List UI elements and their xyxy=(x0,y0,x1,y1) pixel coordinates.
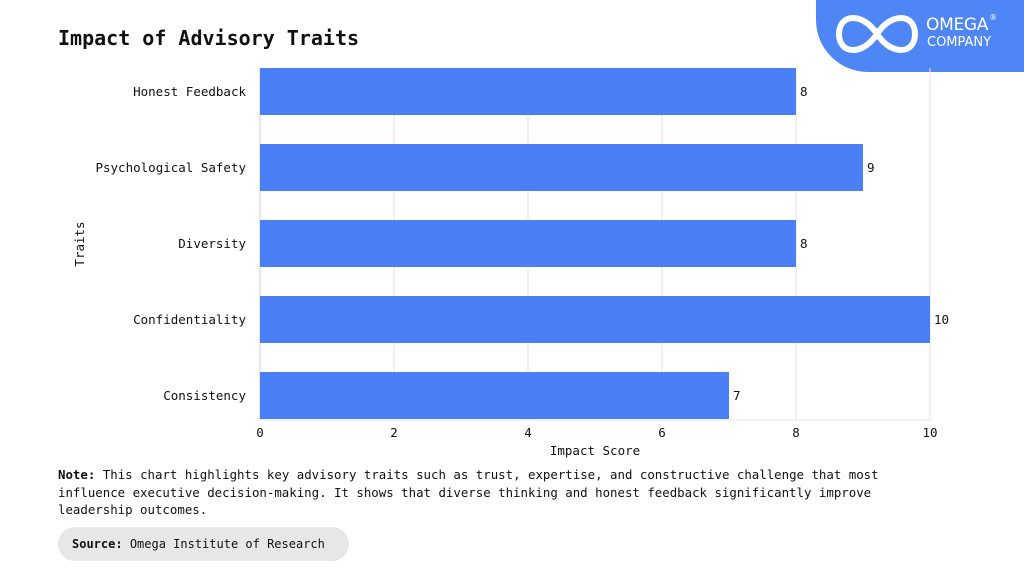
brand-name: OMEGA® xyxy=(926,13,997,35)
tick-label: 6 xyxy=(658,425,666,440)
source-badge: Source: Omega Institute of Research xyxy=(58,527,349,561)
data-label: 7 xyxy=(733,388,741,403)
data-label: 10 xyxy=(934,312,949,327)
data-label: 9 xyxy=(867,160,875,175)
x-axis-title: Impact Score xyxy=(550,443,640,458)
tick-label: 4 xyxy=(524,425,532,440)
tick-label: 10 xyxy=(922,425,937,440)
chart-title: Impact of Advisory Traits xyxy=(58,26,360,50)
brand-logo: OMEGA® COMPANY xyxy=(816,0,1024,72)
tick-label: 0 xyxy=(256,425,264,440)
bar xyxy=(260,296,930,343)
tick-label: 2 xyxy=(390,425,398,440)
data-label: 8 xyxy=(800,84,808,99)
bar-chart: Honest Feedback 8 Psychological Safety 9 Div… xyxy=(72,68,949,458)
category-label: Psychological Safety xyxy=(95,160,246,175)
data-label: 8 xyxy=(800,236,808,251)
y-axis-title: Traits xyxy=(72,221,87,266)
bar xyxy=(260,144,863,191)
category-label: Consistency xyxy=(163,388,246,403)
category-label: Diversity xyxy=(178,236,246,251)
bar xyxy=(260,68,796,115)
bar xyxy=(260,372,729,419)
infinity-icon xyxy=(836,15,918,53)
brand-subname: COMPANY xyxy=(927,35,992,50)
category-label: Honest Feedback xyxy=(133,84,246,99)
tick-label: 8 xyxy=(792,425,800,440)
category-label: Confidentiality xyxy=(133,312,246,327)
bar xyxy=(260,220,796,267)
chart-note: Note: This chart highlights key advisory… xyxy=(58,467,879,517)
